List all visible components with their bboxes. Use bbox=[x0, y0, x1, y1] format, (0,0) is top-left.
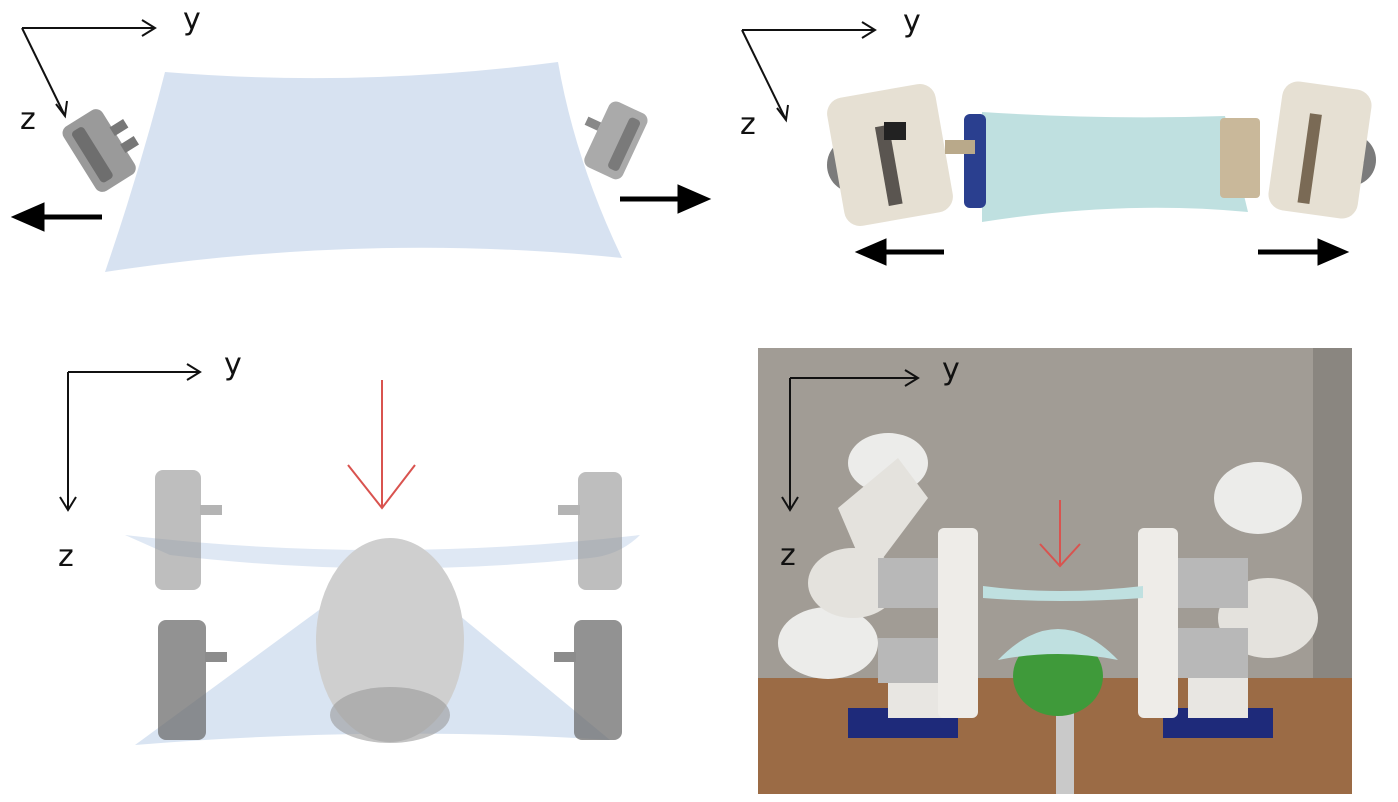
panel-real-stretch: y z bbox=[720, 0, 1398, 300]
left-robot-arm bbox=[778, 433, 978, 738]
cloth-upper bbox=[983, 586, 1143, 601]
axis-label-z: z bbox=[20, 102, 36, 137]
press-arrow bbox=[347, 380, 416, 510]
panel-sim-press: y z bbox=[0, 330, 720, 802]
axis-label-y: y bbox=[224, 347, 242, 382]
left-gripper-icon bbox=[62, 109, 140, 192]
left-force-arrow bbox=[854, 238, 944, 266]
gripper-upper-left-icon bbox=[155, 470, 222, 590]
sim-stretch-drawing bbox=[10, 19, 712, 272]
axes-top-left bbox=[21, 19, 157, 119]
egg-object bbox=[316, 538, 464, 742]
right-gripper-icon bbox=[1220, 81, 1376, 219]
axis-label-z: z bbox=[740, 107, 756, 142]
right-force-arrow bbox=[1258, 238, 1350, 266]
panel-real-press: y z bbox=[758, 348, 1352, 794]
real-press-drawing bbox=[758, 348, 1352, 794]
axis-label-y: y bbox=[942, 352, 960, 387]
axis-label-y: y bbox=[903, 4, 921, 39]
cloth-draped bbox=[998, 629, 1118, 660]
blue-clip bbox=[964, 114, 986, 208]
green-ball bbox=[1013, 636, 1103, 716]
right-gripper-icon bbox=[584, 101, 648, 180]
axes-bottom-left bbox=[59, 363, 202, 512]
axis-label-z: z bbox=[58, 539, 74, 574]
gripper-lower-left-icon bbox=[158, 620, 227, 740]
axes-bottom-right bbox=[781, 369, 920, 512]
press-arrow bbox=[1039, 500, 1081, 568]
left-force-arrow bbox=[10, 202, 102, 232]
gripper-lower-right-icon bbox=[554, 620, 622, 740]
axis-label-z: z bbox=[780, 538, 796, 573]
left-gripper-icon bbox=[827, 83, 975, 227]
axis-label-y: y bbox=[183, 2, 201, 37]
panel-sim-stretch: y z bbox=[0, 0, 720, 300]
gripper-upper-right-icon bbox=[558, 472, 622, 590]
axes-top-right bbox=[741, 21, 877, 123]
right-robot-arm bbox=[1138, 462, 1318, 738]
cloth-sheet bbox=[982, 112, 1248, 222]
cloth-sheet bbox=[105, 62, 622, 272]
right-force-arrow bbox=[620, 184, 712, 214]
real-stretch-drawing bbox=[741, 21, 1376, 266]
sim-press-drawing bbox=[59, 363, 640, 745]
